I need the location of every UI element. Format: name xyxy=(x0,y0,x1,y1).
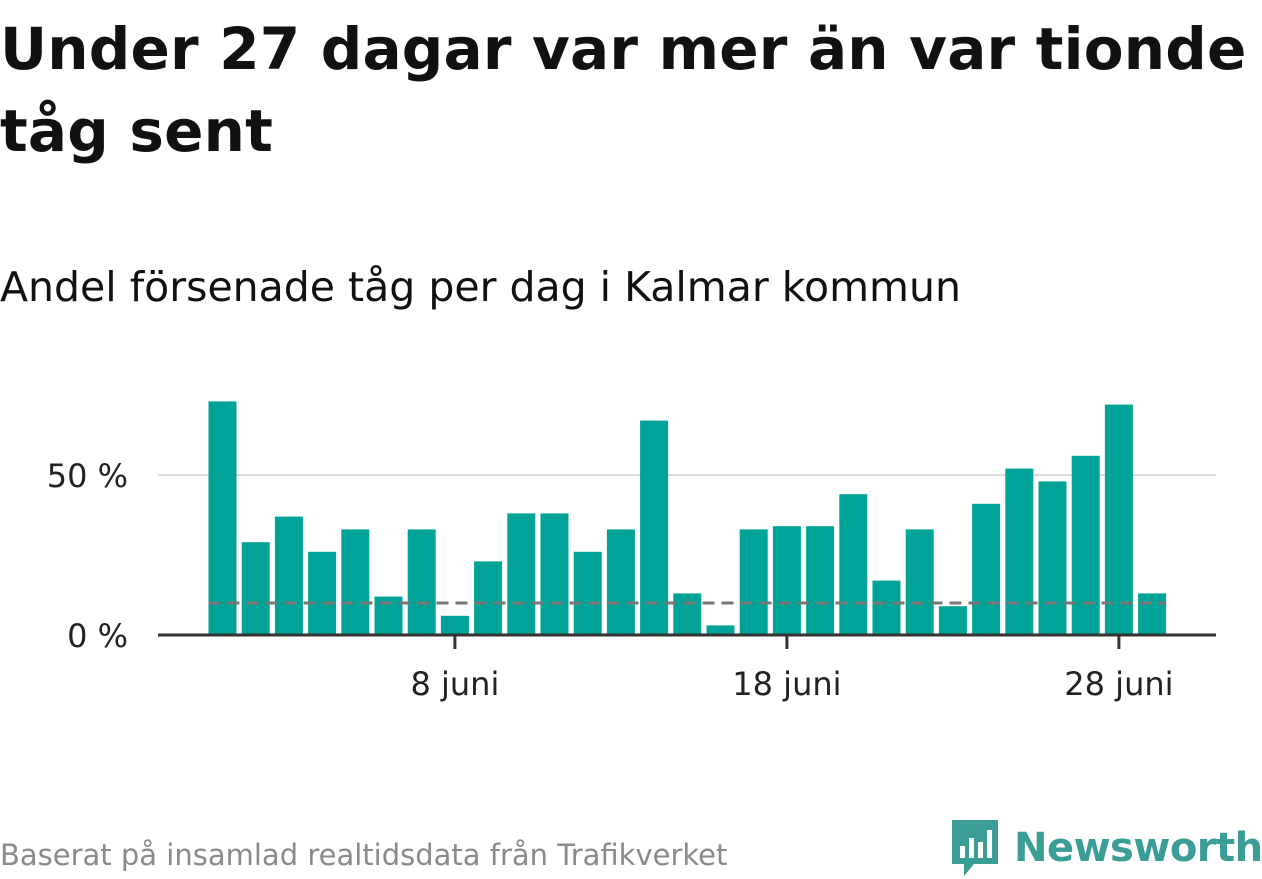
bar xyxy=(739,529,768,635)
bar xyxy=(308,551,337,635)
bar xyxy=(540,513,569,635)
bar xyxy=(474,561,503,635)
bar xyxy=(241,542,270,635)
x-tick-label: 28 juni xyxy=(1064,665,1173,703)
source-note: Baserat på insamlad realtidsdata från Tr… xyxy=(0,838,728,872)
bar xyxy=(839,494,868,635)
bar xyxy=(440,615,469,635)
bar-chart: 0 % 50 % 8 juni 18 juni 28 juni xyxy=(47,401,1216,703)
axes xyxy=(158,633,1216,649)
bars xyxy=(208,401,1167,635)
bar xyxy=(573,551,602,635)
bar xyxy=(606,529,635,635)
bar xyxy=(706,625,735,635)
brand-name: Newsworthy xyxy=(1014,825,1262,871)
bar xyxy=(1104,404,1133,635)
bar xyxy=(938,606,967,635)
brand-logo: Newsworthy xyxy=(950,818,1262,878)
x-axis-labels: 8 juni 18 juni 28 juni xyxy=(410,665,1173,703)
chart-title: Under 27 dagar var mer än var tionde tåg… xyxy=(0,15,1247,165)
bar xyxy=(407,529,436,635)
y-tick-label: 50 % xyxy=(47,457,128,495)
bar xyxy=(673,593,702,635)
bar xyxy=(507,513,536,635)
y-tick-label: 0 % xyxy=(67,617,128,655)
bar xyxy=(1005,468,1034,635)
bar xyxy=(772,526,801,635)
bar xyxy=(972,503,1001,635)
bar xyxy=(1071,455,1100,635)
bar xyxy=(806,526,835,635)
y-axis-labels: 0 % 50 % xyxy=(47,457,128,655)
bar xyxy=(872,580,901,635)
x-tick-label: 18 juni xyxy=(732,665,841,703)
bar xyxy=(274,516,303,635)
bar xyxy=(208,401,237,635)
bar xyxy=(1138,593,1167,635)
newsworthy-logo-icon xyxy=(952,820,998,876)
bar xyxy=(640,420,669,635)
x-tick-label: 8 juni xyxy=(410,665,499,703)
chart-subtitle: Andel försenade tåg per dag i Kalmar kom… xyxy=(0,263,961,311)
bar xyxy=(341,529,370,635)
bar xyxy=(1038,481,1067,635)
bar xyxy=(905,529,934,635)
